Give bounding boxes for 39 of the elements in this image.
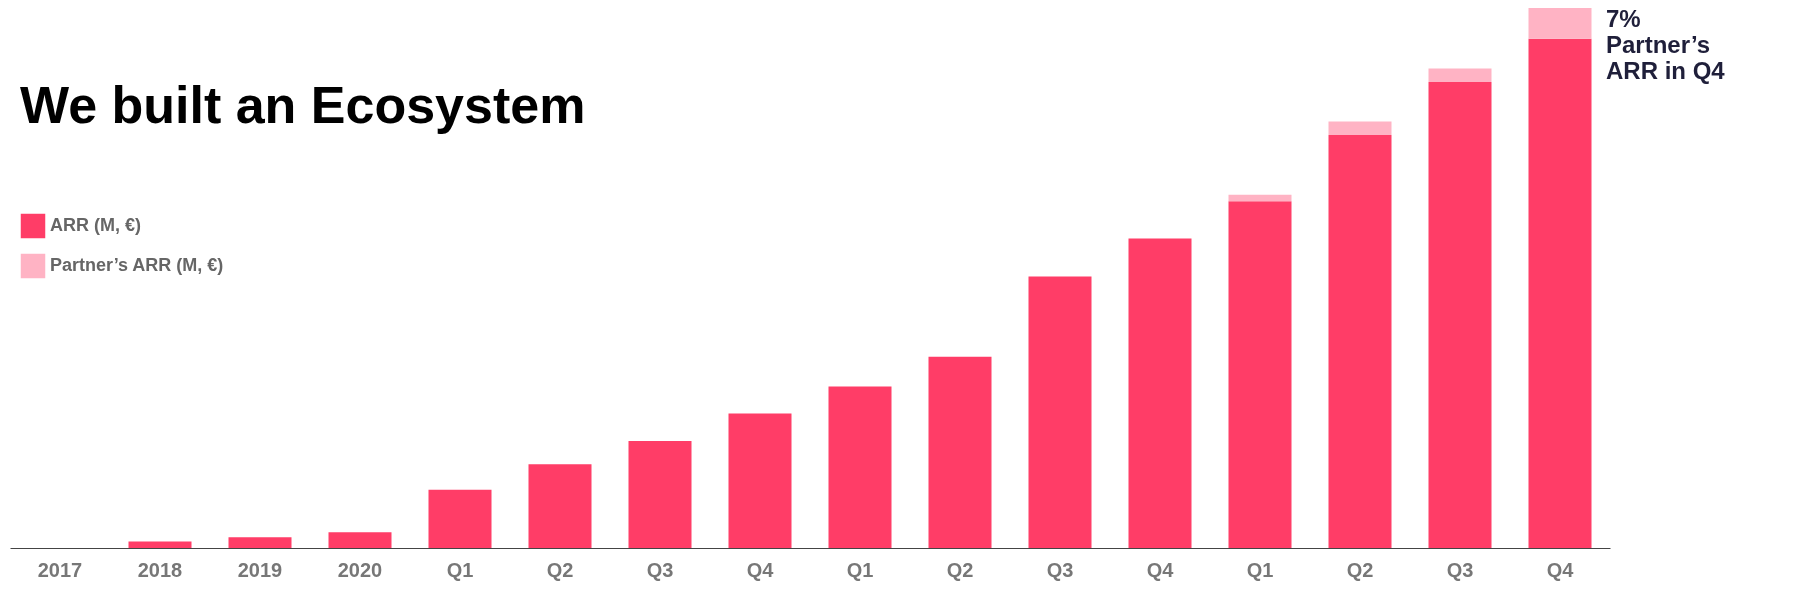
bar bbox=[1528, 38, 1592, 548]
bar bbox=[1528, 8, 1592, 39]
bar bbox=[928, 356, 992, 548]
x-tick-label: Q3 bbox=[1046, 558, 1074, 581]
x-tick-label: Q2 bbox=[1346, 558, 1374, 581]
bar bbox=[1328, 121, 1392, 135]
bar bbox=[1328, 134, 1392, 548]
bar bbox=[728, 413, 792, 548]
x-tick-label: 2017 bbox=[37, 558, 83, 581]
x-tick-label: Q3 bbox=[1446, 558, 1474, 581]
x-tick-label: Q1 bbox=[846, 558, 874, 581]
bar bbox=[1028, 276, 1092, 548]
legend-label: ARR (M, €) bbox=[50, 215, 141, 235]
x-tick-label: 2018 bbox=[137, 558, 183, 581]
bar bbox=[228, 537, 292, 548]
x-tick-label: 2019 bbox=[237, 558, 283, 581]
bar bbox=[628, 441, 692, 548]
x-tick-label: Q4 bbox=[1146, 558, 1175, 581]
bar bbox=[328, 532, 392, 548]
x-tick-label: Q1 bbox=[1246, 558, 1274, 581]
x-tick-label: Q4 bbox=[746, 558, 775, 581]
bar bbox=[128, 541, 192, 548]
text: We built an Ecosystem bbox=[20, 76, 586, 134]
bar bbox=[1228, 194, 1292, 202]
bar bbox=[1428, 81, 1492, 548]
legend-label: Partner’s ARR (M, €) bbox=[50, 255, 224, 275]
bar bbox=[828, 386, 892, 548]
x-tick-label: Q1 bbox=[446, 558, 474, 581]
bar bbox=[1228, 201, 1292, 548]
x-tick-label: Q2 bbox=[946, 558, 974, 581]
bar bbox=[1428, 68, 1492, 82]
annotation: 7% Partner’s ARR in Q4 bbox=[1606, 5, 1726, 84]
bar bbox=[428, 489, 492, 548]
x-tick-label: Q2 bbox=[546, 558, 574, 581]
x-tick-label: Q4 bbox=[1546, 558, 1575, 581]
bar bbox=[1128, 238, 1192, 548]
x-tick-label: Q3 bbox=[646, 558, 674, 581]
bar bbox=[528, 464, 592, 548]
x-tick-label: 2020 bbox=[337, 558, 383, 581]
